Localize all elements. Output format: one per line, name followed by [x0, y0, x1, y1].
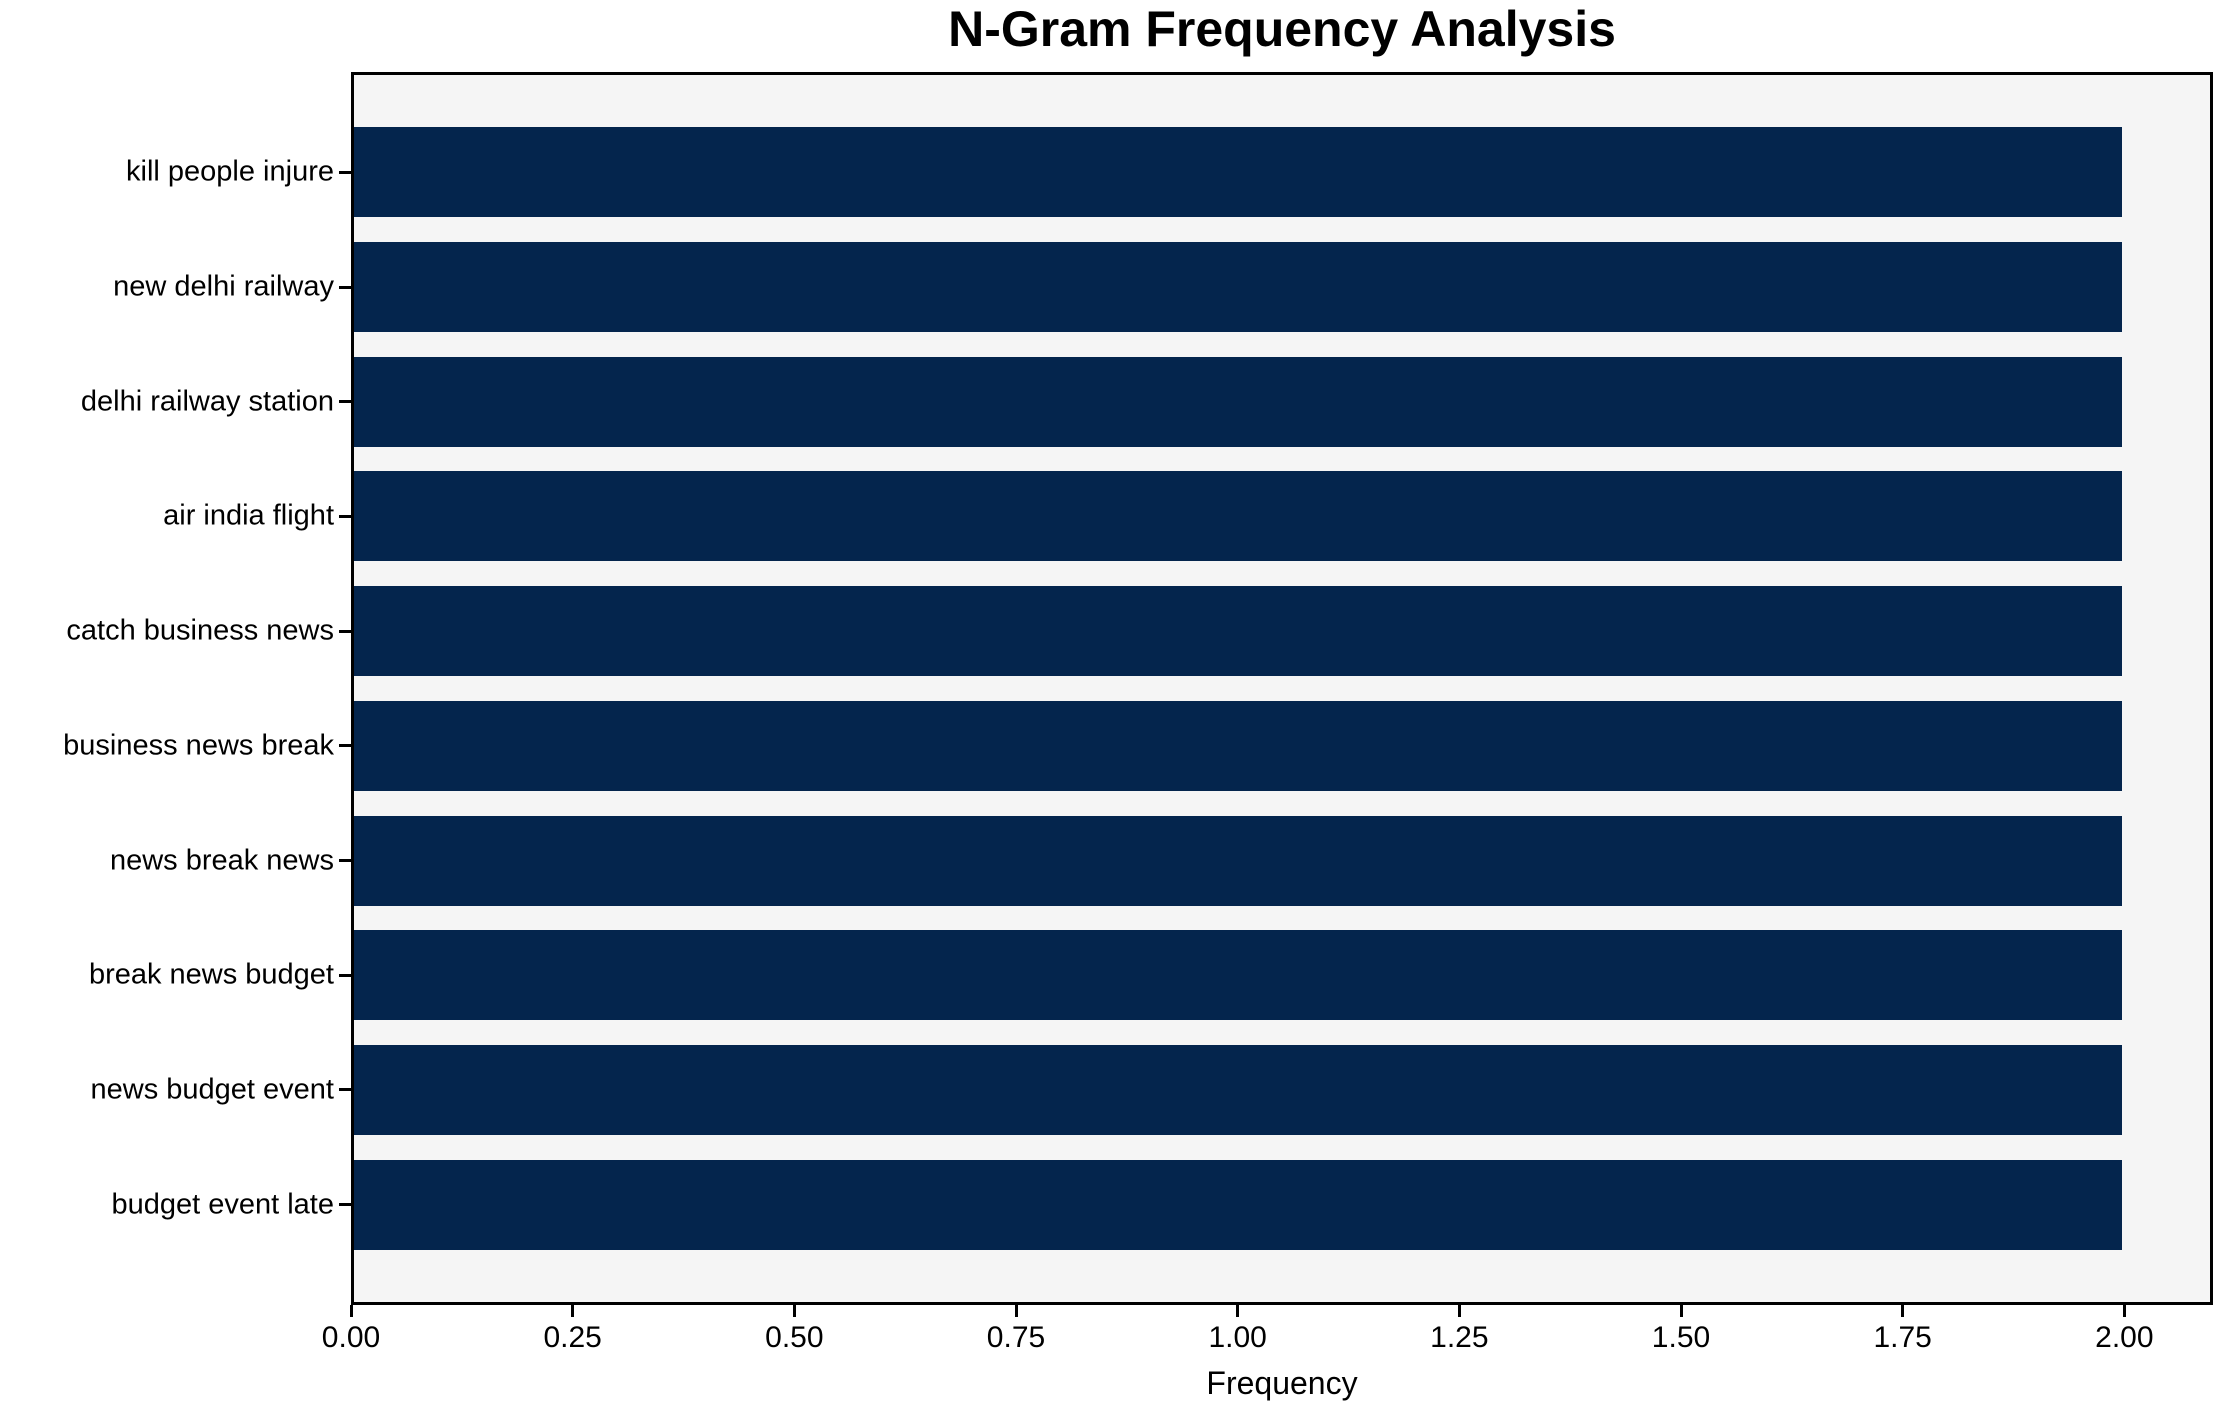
bar — [354, 471, 2122, 562]
y-tick-mark — [339, 170, 351, 174]
y-tick-label: catch business news — [66, 614, 334, 647]
x-tick-mark — [2122, 1305, 2126, 1317]
bar — [354, 1044, 2122, 1135]
y-tick-label: business news break — [63, 729, 334, 762]
plot-area — [351, 72, 2213, 1305]
y-tick-label: air india flight — [163, 499, 334, 532]
x-tick-label: 1.25 — [1430, 1321, 1489, 1354]
y-tick-label: budget event late — [111, 1188, 334, 1221]
y-tick-mark — [339, 285, 351, 289]
y-tick-mark — [339, 1203, 351, 1207]
x-tick-label: 0.75 — [986, 1321, 1046, 1354]
y-tick-mark — [339, 629, 351, 633]
bar — [354, 242, 2122, 333]
y-tick-label: break news budget — [88, 958, 334, 991]
x-tick-label: 2.00 — [2095, 1321, 2154, 1354]
y-tick-mark — [339, 973, 351, 977]
chart-title: N-Gram Frequency Analysis — [948, 1, 1616, 57]
y-tick-mark — [339, 514, 351, 518]
y-tick-label: news budget event — [90, 1073, 334, 1106]
x-tick-label: 0.50 — [765, 1321, 824, 1354]
bar — [354, 127, 2122, 218]
x-tick-label: 1.00 — [1208, 1321, 1267, 1354]
x-tick-label: 1.75 — [1873, 1321, 1932, 1354]
bar — [354, 356, 2122, 447]
y-tick-mark — [339, 400, 351, 404]
x-tick-label: 0.00 — [321, 1321, 381, 1354]
bar — [354, 1159, 2122, 1250]
x-tick-mark — [1236, 1305, 1240, 1317]
bar — [354, 586, 2122, 677]
x-tick-label: 0.25 — [543, 1321, 602, 1354]
x-tick-mark — [1901, 1305, 1905, 1317]
y-tick-label: news break news — [109, 844, 334, 877]
y-tick-mark — [339, 744, 351, 748]
x-tick-mark — [1457, 1305, 1461, 1317]
x-tick-mark — [571, 1305, 575, 1317]
y-tick-mark — [339, 859, 351, 863]
bar — [354, 700, 2122, 791]
x-tick-mark — [792, 1305, 796, 1317]
x-tick-mark — [1679, 1305, 1683, 1317]
bar — [354, 815, 2122, 906]
x-tick-mark — [1014, 1305, 1018, 1317]
x-tick-mark — [349, 1305, 353, 1317]
y-tick-label: new delhi railway — [113, 270, 334, 303]
y-tick-mark — [339, 1088, 351, 1092]
y-tick-label: delhi railway station — [80, 385, 334, 418]
x-tick-label: 1.50 — [1651, 1321, 1711, 1354]
y-tick-label: kill people injure — [126, 155, 334, 188]
bar — [354, 930, 2122, 1021]
x-axis-title: Frequency — [1206, 1365, 1358, 1401]
